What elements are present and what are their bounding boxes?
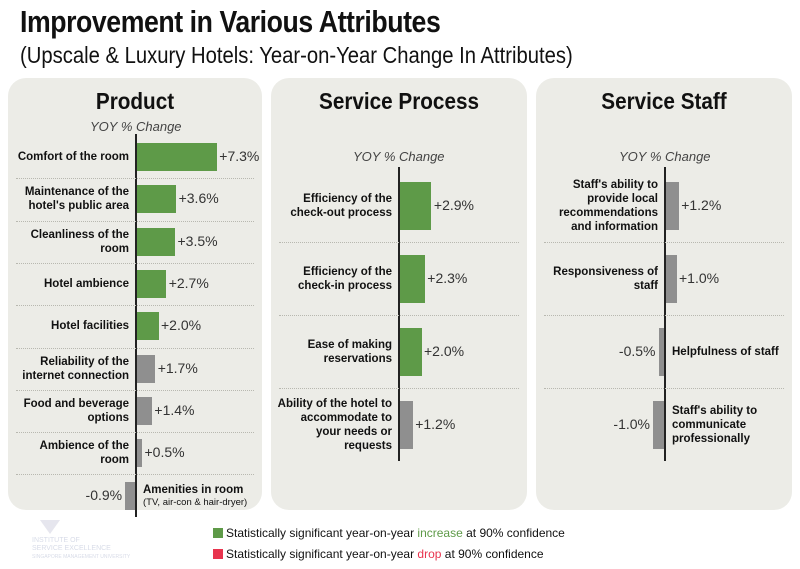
row-separator [16,220,254,222]
value-label: +1.4% [154,401,195,418]
bar [125,481,135,510]
row-separator [279,242,519,243]
row-separator [544,388,784,389]
logo-line: SERVICE EXCELLENCE [32,545,111,552]
row-separator [544,242,784,243]
legend-drop: Statistically significant year-on-year d… [213,547,544,561]
value-label: +1.2% [415,415,456,432]
axis-label: YOY % Change [353,149,445,164]
panel-title: Service Staff [601,88,727,114]
zero-axis [398,167,400,461]
axis-label: YOY % Change [90,119,182,134]
logo-line: INSTITUTE OF [32,537,80,544]
value-label: -0.5% [618,342,656,359]
category-label: Hotel ambience [44,278,129,291]
row-separator [16,432,254,434]
legend-swatch-increase [213,528,223,538]
legend-keyword: increase [417,526,463,540]
bar [136,354,156,383]
bar [136,270,167,299]
row-separator [16,347,254,349]
legend-text: at 90% confidence [462,526,565,540]
value-label: -1.0% [613,415,650,432]
row-separator [544,315,784,316]
category-label: Comfort of the room [17,151,129,164]
row-separator [279,388,519,389]
axis-label: YOY % Change [619,149,711,164]
value-label: +1.2% [681,196,722,213]
category-label: Ease of making reservations [307,338,392,365]
value-label: +2.9% [433,196,474,213]
row-separator [279,315,519,316]
page-subtitle: (Upscale & Luxury Hotels: Year-on-Year C… [20,42,573,68]
bar [136,439,142,468]
legend-text: Statistically significant year-on-year [226,526,418,540]
legend-increase: Statistically significant year-on-year i… [213,526,565,540]
value-label: +2.7% [168,275,209,292]
category-note: (TV, air-con & hair-dryer) [143,497,248,509]
institute-logo: INSTITUTE OF SERVICE EXCELLENCE SINGAPOR… [32,520,130,561]
category-label: Efficiency of the check-in process [298,265,392,292]
value-label: +3.6% [178,190,219,207]
row-separator [16,474,254,476]
value-label: +0.5% [144,444,185,461]
logo-line: SINGAPORE MANAGEMENT UNIVERSITY [32,554,131,560]
value-label: +2.0% [161,317,202,334]
bar [136,185,177,214]
category-label: Efficiency of the check-out process [290,192,392,219]
category-label: Staff's ability to provide local recomme… [558,178,658,233]
category-label: Hotel facilities [51,320,129,333]
bar [136,227,175,256]
value-label: +1.0% [679,269,720,286]
product-panel: Product YOY % Change +7.3% Comfort of the … [8,78,262,517]
row-separator [16,178,254,180]
legend-keyword: drop [417,547,442,561]
bar [136,396,152,425]
category-label: Maintenance of the hotel's public area [24,186,129,213]
category-label: Ambience of the room [39,440,129,467]
legend-text: Statistically significant year-on-year [226,547,418,561]
bar [399,400,413,449]
category-label: Responsiveness of staff [553,265,658,292]
category-label: Reliability of the internet connection [22,355,129,382]
value-label: +2.3% [427,269,468,286]
zero-axis [664,167,666,461]
legend-text: at 90% confidence [441,547,544,561]
category-label: Cleanliness of the room [30,228,129,255]
bar [665,181,679,230]
bar [399,254,425,303]
page-title: Improvement in Various Attributes [20,4,441,39]
service-staff-panel: Service Staff YOY % Change +1.2% Staff's a… [536,78,792,510]
bar [658,327,664,376]
category-label: Amenities in room (TV, air-con & hair-dry… [143,483,261,508]
category-label: Ability of the hotel to accommodate to y… [277,397,392,452]
value-label: +1.7% [157,359,198,376]
bar [136,312,159,341]
bar [399,181,432,230]
bar [399,327,422,376]
service-process-panel: Service Process YOY % Change +2.9% Efficie… [271,78,527,510]
panel-title: Service Process [319,88,479,114]
category-label: Helpfulness of staff [672,345,779,358]
panel-title: Product [95,88,175,114]
value-label: -0.9% [85,486,123,503]
row-separator [16,389,254,391]
value-label: +3.5% [177,232,218,249]
bar [665,254,677,303]
legend-swatch-drop [213,549,223,559]
bar [136,143,217,172]
bar [653,400,664,449]
zero-axis [135,134,137,517]
row-separator [16,305,254,307]
value-label: +2.0% [424,342,465,359]
category-label: Food and beverage options [23,397,129,424]
category-label: Staff's ability to communicate professio… [672,404,758,445]
value-label: +7.3% [219,148,260,165]
logo-mark-icon [40,520,60,534]
row-separator [16,262,254,264]
